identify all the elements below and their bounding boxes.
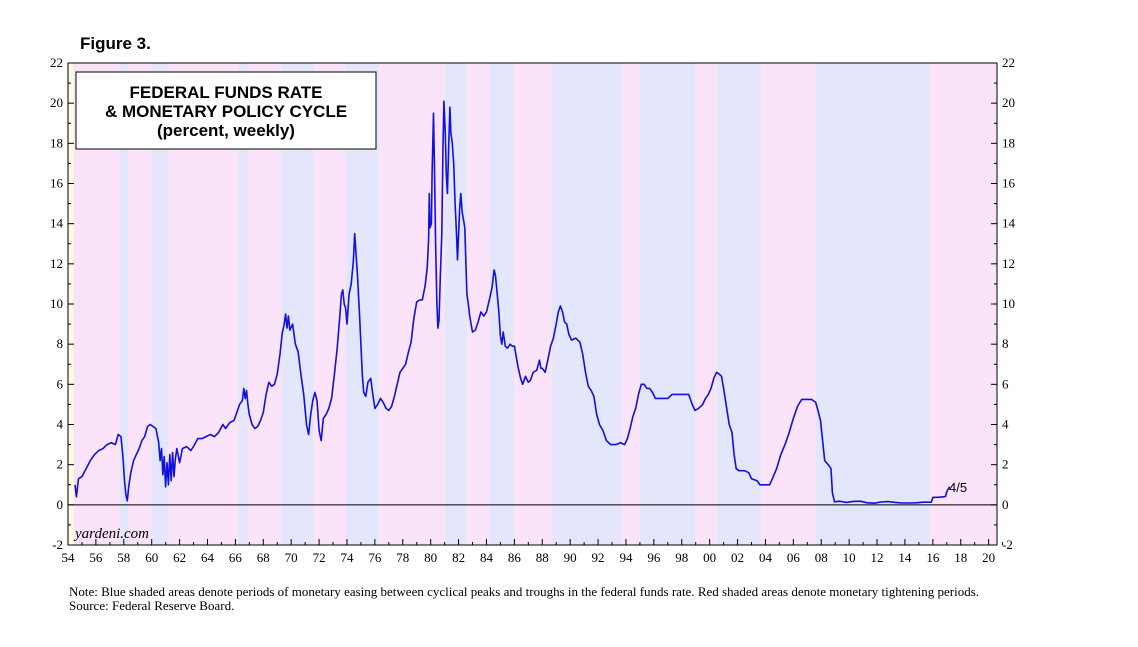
x-tick-label: 16 [926,550,940,565]
y-tick-label-right: 2 [1002,457,1009,472]
x-tick-label: 02 [731,550,744,565]
period-band-easing [119,63,128,545]
x-tick-label: 80 [424,550,437,565]
x-tick-label: 96 [647,550,661,565]
x-tick-label: 82 [452,550,465,565]
y-tick-label-right: 16 [1002,176,1016,191]
y-tick-label-left: 0 [57,497,64,512]
period-band-easing [238,63,248,545]
period-band-easing [716,63,762,545]
x-tick-label: 72 [313,550,326,565]
federal-funds-rate-line [74,100,951,505]
x-tick-label: 88 [536,550,549,565]
y-tick-label-right: 10 [1002,296,1015,311]
y-tick-label-left: 6 [57,376,64,391]
y-tick-label-right: 18 [1002,135,1015,150]
y-tick-label-right: -2 [1002,537,1013,552]
y-tick-label-left: 16 [50,176,64,191]
x-tick-label: 90 [564,550,577,565]
period-band-tightening [514,63,553,545]
x-tick-label: 14 [898,550,912,565]
period-band-tightening [466,63,490,545]
period-band-easing [815,63,931,545]
x-tick-label: 84 [480,550,494,565]
x-tick-label: 00 [703,550,716,565]
x-tick-label: 62 [173,550,186,565]
period-band-easing [444,63,467,545]
chart-title-line-3: (percent, weekly) [157,121,295,140]
x-tick-label: 64 [201,550,215,565]
watermark-text: yardeni.com [73,526,149,542]
y-tick-label-right: 12 [1002,256,1015,271]
x-tick-label: 04 [759,550,773,565]
period-band-easing [639,63,696,545]
chart-title-line-1: FEDERAL FUNDS RATE [130,83,323,102]
x-tick-label: 92 [592,550,605,565]
x-tick-label: 74 [340,550,354,565]
x-tick-label: 10 [843,550,856,565]
y-tick-label-right: 4 [1002,417,1009,432]
period-band-tightening [621,63,640,545]
y-tick-label-left: 4 [57,417,64,432]
end-date-label: 4/5 [949,480,967,495]
x-tick-label: 18 [954,550,967,565]
y-tick-label-left: 22 [50,55,63,70]
chart-notes: Note: Blue shaded areas denote periods o… [69,585,1009,613]
period-band-tightening [761,63,816,545]
y-tick-label-left: -2 [52,537,63,552]
x-tick-label: 76 [368,550,382,565]
y-tick-label-right: 14 [1002,216,1016,231]
chart-title-box: FEDERAL FUNDS RATE & MONETARY POLICY CYC… [75,71,377,150]
x-tick-label: 20 [982,550,995,565]
y-tick-label-left: 8 [57,336,64,351]
x-tick-label: 66 [229,550,243,565]
chart-title-line-2: & MONETARY POLICY CYCLE [105,102,347,121]
y-tick-label-left: 20 [50,95,63,110]
x-tick-label: 08 [815,550,828,565]
x-tick-label: 98 [675,550,688,565]
x-tick-label: 94 [619,550,633,565]
source-text: Source: Federal Reserve Board. [69,598,235,613]
y-tick-label-right: 0 [1002,497,1009,512]
title-box-frame [75,71,377,150]
period-band-easing [151,63,169,545]
period-band-tightening [930,63,997,545]
x-tick-label: 78 [396,550,409,565]
x-tick-label: 54 [62,550,76,565]
x-tick-label: 68 [257,550,270,565]
y-tick-label-right: 6 [1002,376,1009,391]
period-band-easing [489,63,515,545]
x-tick-label: 70 [285,550,298,565]
y-tick-label-left: 18 [50,135,63,150]
x-tick-label: 06 [787,550,801,565]
x-tick-label: 86 [508,550,522,565]
figure-label: Figure 3. [80,34,151,53]
y-tick-label-left: 10 [50,296,63,311]
y-tick-label-left: 2 [57,457,64,472]
y-tick-label-left: 14 [50,216,64,231]
y-tick-label-right: 8 [1002,336,1009,351]
period-band-easing [552,63,622,545]
y-tick-label-left: 12 [50,256,63,271]
period-band-tightening [379,63,445,545]
x-tick-label: 12 [871,550,884,565]
period-band-tightening [127,63,152,545]
policy-period-bands [68,63,997,545]
y-tick-label-right: 22 [1002,55,1015,70]
period-band-tightening [695,63,717,545]
note-text: Note: Blue shaded areas denote periods o… [69,584,980,599]
x-tick-label: 56 [89,550,103,565]
x-tick-label: 60 [145,550,158,565]
x-tick-label: 58 [117,550,130,565]
y-tick-label-right: 20 [1002,95,1015,110]
